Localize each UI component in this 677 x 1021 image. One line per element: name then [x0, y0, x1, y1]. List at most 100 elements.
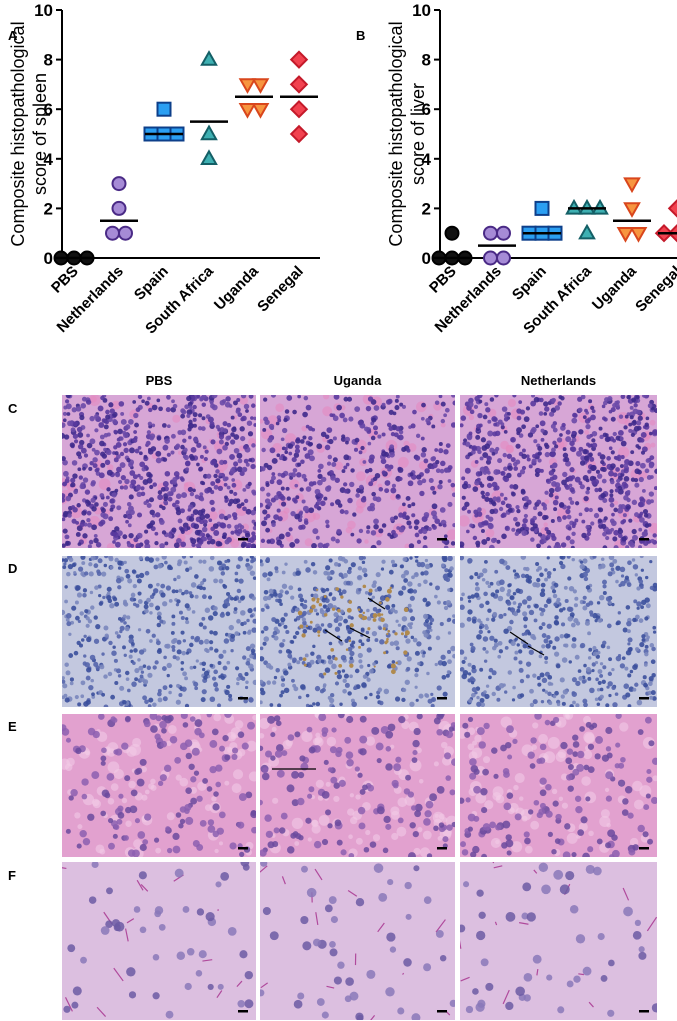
cell-nucleus	[566, 430, 571, 435]
cell-nucleus	[485, 407, 490, 412]
cell-nucleus	[166, 585, 171, 590]
cell-nucleus	[451, 758, 458, 765]
cell-nucleus	[482, 578, 486, 582]
cell-nucleus	[521, 530, 527, 536]
cell-nucleus	[650, 499, 654, 503]
stain-fleck	[318, 634, 320, 636]
cell-nucleus	[122, 700, 126, 704]
cell-nucleus	[446, 443, 451, 448]
cell-nucleus	[240, 858, 249, 867]
cell-nucleus	[350, 533, 354, 537]
cell-nucleus	[370, 503, 375, 508]
cell-nucleus	[148, 473, 153, 478]
cell-nucleus	[128, 419, 134, 425]
tissue-fleck	[423, 831, 432, 840]
cell-nucleus	[583, 475, 589, 481]
cell-nucleus	[607, 624, 612, 629]
cell-nucleus	[262, 767, 268, 773]
cell-nucleus	[379, 639, 384, 644]
tissue-fleck	[433, 812, 444, 823]
histology-image	[457, 850, 661, 1020]
data-point	[446, 227, 459, 240]
cell-nucleus	[160, 592, 165, 597]
cell-nucleus	[491, 618, 495, 622]
cell-nucleus	[546, 479, 550, 483]
cell-nucleus	[576, 934, 585, 943]
column-header: PBS	[146, 373, 173, 388]
cell-nucleus	[547, 675, 552, 680]
cell-nucleus	[90, 605, 94, 609]
cell-nucleus	[603, 545, 608, 550]
cell-nucleus	[305, 818, 311, 824]
cell-nucleus	[516, 427, 522, 433]
cell-nucleus	[344, 674, 349, 679]
cell-nucleus	[587, 846, 593, 852]
cell-nucleus	[299, 487, 303, 491]
cell-nucleus	[95, 665, 100, 670]
cell-nucleus	[275, 750, 283, 758]
cell-nucleus	[583, 601, 586, 604]
cell-nucleus	[367, 647, 372, 652]
cell-nucleus	[619, 414, 623, 418]
cell-nucleus	[233, 597, 237, 601]
cell-nucleus	[544, 406, 549, 411]
stain-fleck	[405, 633, 408, 636]
cell-nucleus	[78, 567, 83, 572]
cell-nucleus	[470, 410, 475, 415]
cell-nucleus	[199, 622, 204, 627]
cell-nucleus	[335, 819, 342, 826]
cell-nucleus	[266, 539, 271, 544]
tissue-fleck	[398, 457, 409, 468]
cell-nucleus	[325, 543, 329, 547]
cell-nucleus	[318, 542, 324, 548]
cell-nucleus	[224, 495, 228, 499]
data-point	[202, 151, 216, 164]
cell-nucleus	[62, 683, 67, 688]
cell-nucleus	[361, 642, 365, 646]
cell-nucleus	[118, 794, 123, 799]
cell-nucleus	[220, 872, 229, 881]
x-tick-label: PBS	[426, 263, 460, 297]
cell-nucleus	[209, 740, 217, 748]
cell-nucleus	[361, 627, 365, 631]
cell-nucleus	[144, 609, 149, 614]
cell-nucleus	[439, 822, 444, 827]
cell-nucleus	[213, 606, 218, 611]
cell-nucleus	[108, 516, 113, 521]
cell-nucleus	[327, 823, 332, 828]
stain-fleck	[334, 657, 337, 660]
cell-nucleus	[181, 631, 185, 635]
cell-nucleus	[87, 814, 94, 821]
cell-nucleus	[654, 469, 659, 474]
cell-nucleus	[358, 588, 361, 591]
cell-nucleus	[229, 454, 235, 460]
cell-nucleus	[620, 464, 624, 468]
cell-nucleus	[160, 741, 167, 748]
cell-nucleus	[90, 679, 94, 683]
cell-nucleus	[139, 649, 144, 654]
cell-nucleus	[202, 527, 208, 533]
data-point	[484, 227, 497, 240]
cell-nucleus	[98, 558, 103, 563]
cell-nucleus	[616, 620, 621, 625]
cell-nucleus	[626, 605, 631, 610]
cell-nucleus	[294, 1000, 303, 1009]
cell-nucleus	[113, 430, 117, 434]
cell-nucleus	[134, 423, 139, 428]
cell-nucleus	[328, 696, 332, 700]
cell-nucleus	[435, 400, 440, 405]
cell-nucleus	[422, 479, 427, 484]
cell-nucleus	[483, 690, 487, 694]
cell-nucleus	[218, 654, 223, 659]
cell-nucleus	[289, 527, 293, 531]
cell-nucleus	[265, 528, 270, 533]
cell-nucleus	[257, 800, 263, 806]
cell-nucleus	[568, 476, 573, 481]
cell-nucleus	[633, 564, 639, 570]
cell-nucleus	[284, 562, 287, 565]
cell-nucleus	[615, 692, 619, 696]
cell-nucleus	[488, 498, 493, 503]
cell-nucleus	[180, 445, 185, 450]
cell-nucleus	[245, 409, 249, 413]
cell-nucleus	[64, 600, 68, 604]
